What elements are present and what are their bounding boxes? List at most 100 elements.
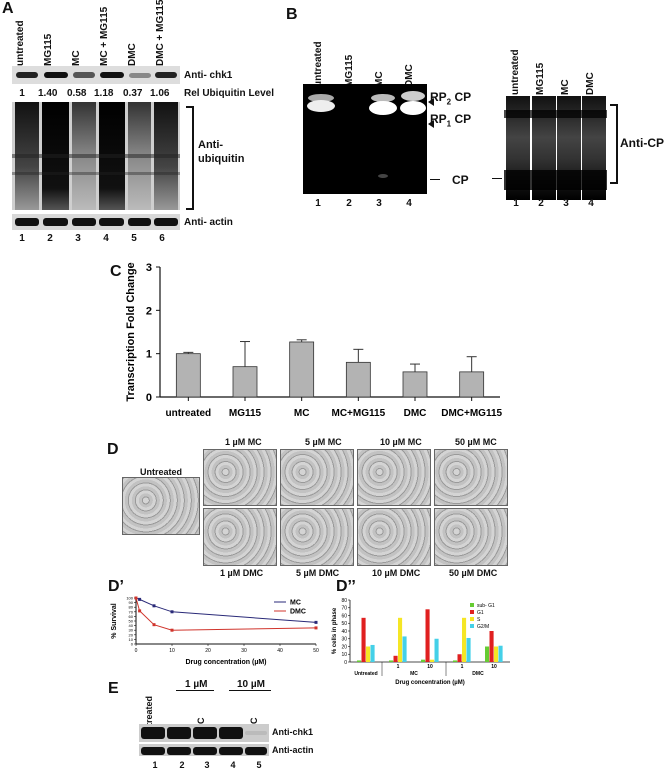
bar: [430, 659, 435, 662]
legend-label: S: [477, 617, 481, 623]
concentration-line: [229, 690, 271, 691]
y-axis-label: % cells in phase: [332, 607, 338, 654]
micrograph-mc-50: [434, 449, 508, 506]
y-tick-label: 90: [129, 600, 134, 605]
untreated-label: Untreated: [140, 467, 183, 477]
x-tick-label: MC: [294, 408, 310, 419]
micrograph-dmc-10: [357, 508, 431, 566]
bar: [357, 660, 362, 662]
panel-e-letter: E: [108, 680, 119, 697]
series-line: [135, 597, 317, 623]
lane-label: MC + MG115: [99, 6, 110, 66]
y-axis-label: % Survival: [111, 603, 118, 638]
chk1-blot: [12, 66, 180, 84]
y-tick-label: 20: [341, 644, 347, 650]
bar: [434, 638, 439, 662]
micrograph-label: 5 µM MC: [305, 437, 342, 447]
bar: [370, 644, 375, 662]
bar: [361, 617, 366, 662]
legend-label: MC: [290, 600, 301, 607]
lane-label: untreated: [15, 20, 26, 66]
rel-value: 1.06: [150, 88, 170, 99]
x-tick-label: MC+MG115: [332, 408, 386, 419]
arrow-icon: [428, 120, 434, 128]
legend-label: G2/M: [477, 624, 489, 630]
panel-d-letter: D: [107, 441, 119, 458]
lane-label: DMC + MG115: [155, 0, 166, 66]
y-tick-label: 70: [341, 606, 347, 612]
x-group-label: DMC: [472, 671, 484, 677]
concentration-label: 1 µM: [185, 679, 208, 690]
anti-actin-label: Anti- actin: [184, 217, 233, 228]
y-tick-label: 10: [129, 637, 134, 642]
lane-number: 6: [159, 233, 165, 244]
legend-label: sub- G1: [477, 603, 495, 609]
y-tick-label: 1: [146, 349, 152, 361]
micrograph-label: 1 µM MC: [225, 437, 262, 447]
y-tick-label: 70: [129, 609, 134, 614]
concentration-label: 10 µM: [237, 679, 265, 690]
panel-d-double-prime-letter: D’’: [336, 578, 356, 595]
bar: [366, 646, 371, 662]
panel-b-letter: B: [286, 6, 298, 23]
x-tick-label: 20: [205, 648, 211, 654]
data-point: [314, 626, 318, 630]
lane-number: 5: [256, 760, 262, 770]
bar: [485, 646, 490, 662]
lane-number: 2: [179, 760, 185, 770]
lane-number: 4: [230, 760, 236, 770]
bar: [345, 361, 371, 398]
legend-swatch: [470, 610, 474, 614]
bar: [425, 609, 430, 662]
lane-label: MC: [71, 50, 82, 66]
data-point: [134, 596, 138, 600]
y-tick-label: 30: [129, 628, 134, 633]
lane-number: 2: [47, 233, 53, 244]
lane-number: 1: [152, 760, 158, 770]
lane-number: 3: [563, 198, 569, 209]
panel-a-letter: A: [2, 0, 14, 17]
y-tick-label: 0: [146, 392, 152, 404]
anti-cp-bracket: [610, 104, 618, 184]
bar: [462, 617, 467, 662]
lane-number: 2: [346, 198, 352, 209]
concentration-line: [176, 690, 214, 691]
lane-number: 4: [406, 198, 412, 209]
bar: [466, 637, 471, 662]
legend-swatch: [470, 617, 474, 621]
data-point: [170, 610, 174, 614]
micrograph-mc-5: [280, 449, 354, 506]
bar: [289, 341, 315, 398]
lane-number: 5: [131, 233, 137, 244]
x-axis-label: Drug concentration (µM): [185, 659, 266, 666]
x-group-label: MC: [410, 671, 418, 677]
bar: [494, 646, 499, 662]
lane-label: MG115: [535, 62, 546, 95]
lane-number: 2: [538, 198, 544, 209]
y-tick-label: 10: [341, 652, 347, 658]
series-line: [135, 597, 317, 631]
data-point: [170, 628, 174, 632]
lane-number: 1: [19, 233, 25, 244]
lane-number: 3: [204, 760, 210, 770]
data-point: [314, 620, 318, 624]
y-tick-label: 3: [146, 262, 152, 274]
micrograph-label: 10 µM MC: [380, 437, 422, 447]
lane-label: DMC: [127, 43, 138, 66]
lane-number: 3: [75, 233, 81, 244]
micrograph-untreated: [122, 477, 200, 535]
x-tick-label: 10: [169, 648, 175, 654]
anti-chk1-label: Anti- chk1: [184, 70, 233, 81]
anti-ubiquitin-label: Anti- ubiquitin: [198, 139, 245, 165]
y-tick-label: 50: [341, 621, 347, 627]
rp1cp-label: RP1 CP: [430, 112, 472, 129]
y-tick-label: 100: [126, 596, 133, 601]
rel-value: 1: [19, 88, 25, 99]
lane-label: untreated: [510, 49, 521, 95]
micrograph-mc-1: [203, 449, 277, 506]
bar: [232, 366, 258, 398]
rel-value: 0.58: [67, 88, 87, 99]
transcription-bar-chart: 0 1 2 3 untreated MG115 MC MC+MG115 DMC DMC+MG115…: [125, 262, 503, 419]
